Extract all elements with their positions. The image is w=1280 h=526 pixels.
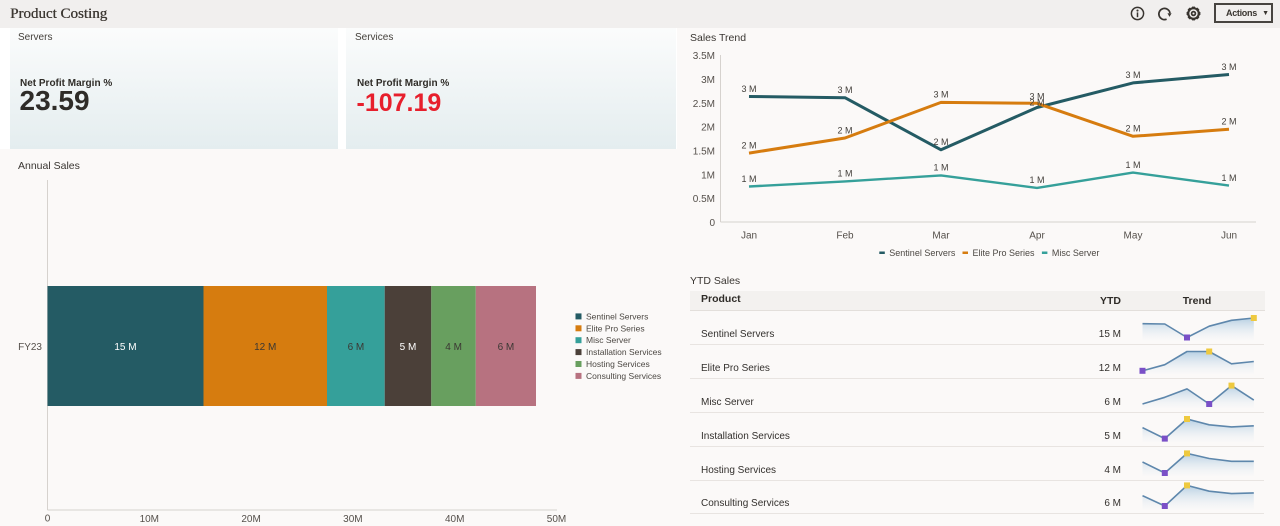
svg-text:1.5M: 1.5M (693, 147, 715, 158)
svg-text:Sentinel Servers: Sentinel Servers (889, 248, 956, 258)
svg-text:3 M: 3 M (741, 84, 756, 94)
svg-text:1 M: 1 M (837, 169, 852, 179)
svg-text:6 M: 6 M (498, 342, 515, 353)
svg-text:20M: 20M (241, 514, 260, 525)
svg-text:Installation Services: Installation Services (586, 347, 662, 357)
svg-text:Jan: Jan (741, 231, 757, 242)
svg-text:Elite Pro Series: Elite Pro Series (586, 323, 645, 333)
svg-text:2M: 2M (701, 123, 715, 134)
svg-text:50M: 50M (547, 514, 566, 525)
svg-text:15 M: 15 M (114, 342, 136, 353)
svg-text:3 M: 3 M (1029, 92, 1044, 102)
svg-text:3 M: 3 M (1221, 62, 1236, 72)
svg-text:4 M: 4 M (445, 342, 462, 353)
svg-text:Misc Server: Misc Server (586, 335, 631, 345)
svg-text:2.5M: 2.5M (693, 99, 715, 110)
svg-text:2 M: 2 M (1221, 117, 1236, 127)
svg-text:0: 0 (45, 514, 51, 525)
svg-text:Consulting Services: Consulting Services (586, 371, 661, 381)
svg-text:12 M: 12 M (254, 342, 276, 353)
svg-text:10M: 10M (140, 514, 159, 525)
svg-text:1 M: 1 M (1029, 175, 1044, 185)
svg-text:3.5M: 3.5M (693, 51, 715, 62)
svg-text:Mar: Mar (932, 231, 950, 242)
svg-text:May: May (1124, 231, 1143, 242)
svg-text:6 M: 6 M (348, 342, 365, 353)
svg-text:FY23: FY23 (18, 342, 42, 353)
svg-text:2 M: 2 M (837, 125, 852, 135)
svg-text:1 M: 1 M (933, 163, 948, 173)
svg-text:2 M: 2 M (933, 137, 948, 147)
svg-text:40M: 40M (445, 514, 464, 525)
svg-text:Feb: Feb (836, 231, 854, 242)
svg-text:0.5M: 0.5M (693, 194, 715, 205)
svg-text:Elite Pro Series: Elite Pro Series (973, 248, 1036, 258)
svg-text:1M: 1M (701, 170, 715, 181)
svg-text:2 M: 2 M (1125, 124, 1140, 134)
svg-text:Misc Server: Misc Server (1052, 248, 1100, 258)
svg-text:1 M: 1 M (1221, 173, 1236, 183)
svg-text:1 M: 1 M (1125, 160, 1140, 170)
svg-text:30M: 30M (343, 514, 362, 525)
svg-text:Apr: Apr (1029, 231, 1045, 242)
svg-text:5 M: 5 M (400, 342, 417, 353)
svg-text:3 M: 3 M (1125, 70, 1140, 80)
svg-text:3 M: 3 M (933, 90, 948, 100)
svg-text:0: 0 (709, 218, 715, 229)
svg-text:Sentinel Servers: Sentinel Servers (586, 311, 648, 321)
svg-text:Jun: Jun (1221, 231, 1237, 242)
svg-text:2 M: 2 M (1029, 98, 1044, 108)
svg-text:2 M: 2 M (741, 140, 756, 150)
svg-text:3 M: 3 M (837, 85, 852, 95)
svg-text:Hosting Services: Hosting Services (586, 359, 650, 369)
svg-text:3M: 3M (701, 75, 715, 86)
svg-text:1 M: 1 M (741, 174, 756, 184)
